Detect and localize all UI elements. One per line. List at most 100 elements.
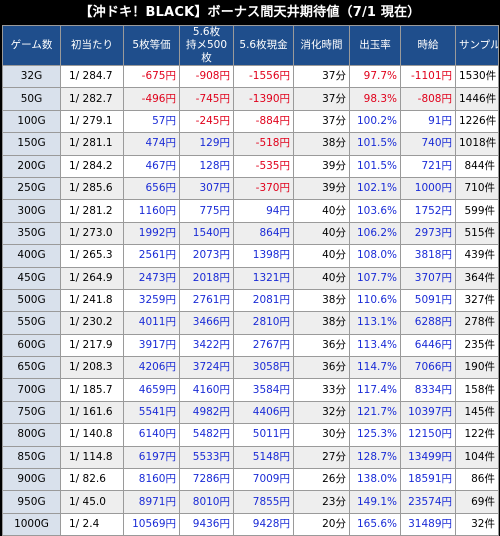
cell-game-count: 850G	[2, 445, 61, 470]
cell-sample-count: 599件	[455, 199, 499, 223]
cell-hourly-wage: 5091円	[400, 288, 456, 313]
cell-first-hit: 1/ 82.6	[60, 468, 124, 492]
cell-game-count: 700G	[2, 378, 61, 402]
cell-56-cash: 864円	[233, 221, 294, 246]
cell-56-cash: 7855円	[233, 490, 294, 514]
cell-payout-rate: 165.6%	[349, 512, 401, 536]
table-row: 550G 1/ 230.2 4011円 3466円 2810円 38分 113.1% 6288…	[2, 311, 499, 335]
cell-56-cash: -884円	[233, 109, 294, 134]
cell-sample-count: 278件	[455, 311, 499, 335]
cell-payout-rate: 103.6%	[349, 199, 401, 223]
cell-56-cash: -1390円	[233, 87, 294, 111]
cell-hourly-wage: 8334円	[400, 378, 456, 402]
cell-consume-time: 36分	[293, 356, 350, 380]
cell-sample-count: 32件	[455, 512, 499, 536]
cell-first-hit: 1/ 282.7	[60, 87, 124, 111]
cell-payout-rate: 113.4%	[349, 333, 401, 358]
cell-first-hit: 1/ 185.7	[60, 378, 124, 402]
cell-first-hit: 1/ 208.3	[60, 356, 124, 380]
cell-sample-count: 190件	[455, 356, 499, 380]
cell-hourly-wage: 23574円	[400, 490, 456, 514]
cell-hourly-wage: 740円	[400, 132, 456, 156]
cell-first-hit: 1/ 114.8	[60, 445, 124, 470]
cell-payout-rate: 102.1%	[349, 176, 401, 201]
cell-consume-time: 40分	[293, 244, 350, 268]
cell-sample-count: 327件	[455, 288, 499, 313]
cell-56-cash: -1556円	[233, 64, 294, 89]
cell-sample-count: 710件	[455, 176, 499, 201]
cell-sample-count: 1446件	[455, 87, 499, 111]
table-row: 400G 1/ 265.3 2561円 2073円 1398円 40分 108.0% 3818…	[2, 244, 499, 268]
cell-sample-count: 145件	[455, 400, 499, 425]
cell-first-hit: 1/ 230.2	[60, 311, 124, 335]
cell-5-equal: 1160円	[123, 199, 180, 223]
cell-sample-count: 122件	[455, 423, 499, 447]
cell-56-cash: 3584円	[233, 378, 294, 402]
cell-consume-time: 32分	[293, 400, 350, 425]
header-game-count: ゲーム数	[2, 25, 61, 66]
cell-56-hold500: 7286円	[179, 468, 234, 492]
cell-5-equal: 474円	[123, 132, 180, 156]
table-row: 800G 1/ 140.8 6140円 5482円 5011円 30分 125.3% 1215…	[2, 423, 499, 447]
cell-payout-rate: 114.7%	[349, 356, 401, 380]
cell-consume-time: 33分	[293, 378, 350, 402]
cell-consume-time: 20分	[293, 512, 350, 536]
cell-56-hold500: 129円	[179, 132, 234, 156]
cell-56-hold500: 2073円	[179, 244, 234, 268]
cell-56-hold500: 3466円	[179, 311, 234, 335]
cell-sample-count: 364件	[455, 266, 499, 290]
cell-payout-rate: 107.7%	[349, 266, 401, 290]
cell-sample-count: 1530件	[455, 64, 499, 89]
cell-game-count: 50G	[2, 87, 61, 111]
cell-5-equal: 1992円	[123, 221, 180, 246]
cell-sample-count: 1018件	[455, 132, 499, 156]
table-row: 200G 1/ 284.2 467円 128円 -535円 39分 101.5% 721円 84…	[2, 154, 499, 178]
cell-hourly-wage: 7066円	[400, 356, 456, 380]
table-row: 700G 1/ 185.7 4659円 4160円 3584円 33分 117.4% 8334…	[2, 378, 499, 402]
cell-56-hold500: 9436円	[179, 512, 234, 536]
cell-game-count: 32G	[2, 64, 61, 89]
table-row: 250G 1/ 285.6 656円 307円 -370円 39分 102.1% 1000円 7…	[2, 176, 499, 201]
cell-game-count: 600G	[2, 333, 61, 358]
cell-hourly-wage: 91円	[400, 109, 456, 134]
cell-payout-rate: 106.2%	[349, 221, 401, 246]
cell-56-cash: 9428円	[233, 512, 294, 536]
cell-hourly-wage: -808円	[400, 87, 456, 111]
cell-payout-rate: 100.2%	[349, 109, 401, 134]
cell-56-cash: -370円	[233, 176, 294, 201]
cell-payout-rate: 138.0%	[349, 468, 401, 492]
table-row: 300G 1/ 281.2 1160円 775円 94円 40分 103.6% 1752円 59…	[2, 199, 499, 223]
cell-5-equal: 3259円	[123, 288, 180, 313]
expected-value-table: ゲーム数 初当たり 5枚等価 5.6枚 持メ500枚 5.6枚現金 消化時間 出…	[2, 25, 499, 536]
cell-56-cash: 1398円	[233, 244, 294, 268]
cell-5-equal: 2561円	[123, 244, 180, 268]
cell-payout-rate: 117.4%	[349, 378, 401, 402]
cell-56-cash: 5148円	[233, 445, 294, 470]
cell-payout-rate: 108.0%	[349, 244, 401, 268]
cell-56-cash: 3058円	[233, 356, 294, 380]
cell-5-equal: 8160円	[123, 468, 180, 492]
cell-5-equal: 6197円	[123, 445, 180, 470]
cell-56-hold500: 307円	[179, 176, 234, 201]
cell-game-count: 1000G	[2, 512, 61, 536]
cell-56-hold500: 1540円	[179, 221, 234, 246]
cell-hourly-wage: 31489円	[400, 512, 456, 536]
cell-consume-time: 37分	[293, 87, 350, 111]
cell-sample-count: 235件	[455, 333, 499, 358]
cell-hourly-wage: 2973円	[400, 221, 456, 246]
cell-56-hold500: 5533円	[179, 445, 234, 470]
cell-5-equal: 10569円	[123, 512, 180, 536]
cell-payout-rate: 101.5%	[349, 132, 401, 156]
cell-game-count: 100G	[2, 109, 61, 134]
cell-hourly-wage: 3707円	[400, 266, 456, 290]
cell-game-count: 950G	[2, 490, 61, 514]
cell-first-hit: 1/ 217.9	[60, 333, 124, 358]
cell-56-hold500: -245円	[179, 109, 234, 134]
cell-56-hold500: 4160円	[179, 378, 234, 402]
cell-hourly-wage: 1000円	[400, 176, 456, 201]
table-row: 750G 1/ 161.6 5541円 4982円 4406円 32分 121.7% 1039…	[2, 400, 499, 425]
table-row: 500G 1/ 241.8 3259円 2761円 2081円 38分 110.6% 5091…	[2, 288, 499, 313]
cell-payout-rate: 149.1%	[349, 490, 401, 514]
cell-56-cash: -535円	[233, 154, 294, 178]
cell-consume-time: 23分	[293, 490, 350, 514]
